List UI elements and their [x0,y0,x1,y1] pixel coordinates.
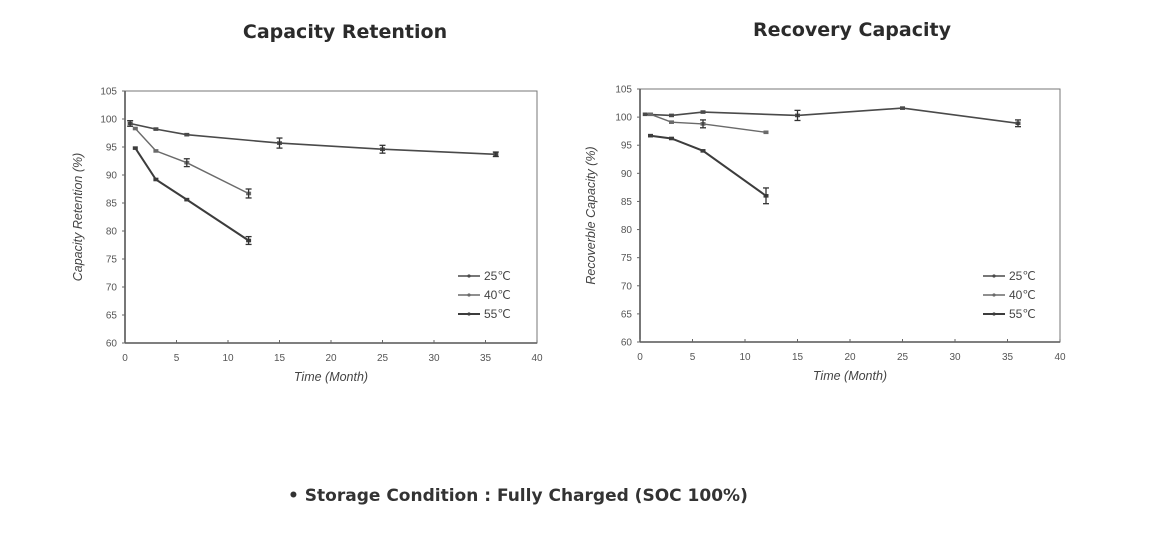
legend-label: 55℃ [1009,307,1036,321]
series-1 [132,126,252,199]
x-tick-label: 30 [428,353,440,364]
storage-condition-note: • Storage Condition : Fully Charged (SOC… [288,486,748,506]
legend-marker [992,293,996,297]
chart-recovery-capacity: Recovery Capacity60657075808590951001050… [584,19,1066,383]
series-2 [132,146,252,246]
x-tick-label: 5 [174,353,180,364]
x-tick-label: 0 [637,352,643,363]
y-tick-label: 85 [621,197,633,208]
legend-item: 55℃ [458,307,511,321]
y-tick-label: 100 [615,113,632,124]
series-line [134,128,249,195]
legend-label: 55℃ [484,307,511,321]
y-tick-label: 95 [106,143,118,154]
y-tick-label: 90 [621,169,633,180]
y-tick-label: 70 [106,283,118,294]
legend-marker [992,312,996,316]
legend-marker [992,274,996,278]
x-tick-label: 10 [222,353,234,364]
data-point [669,113,674,118]
legend-item: 25℃ [983,269,1036,283]
legend-item: 25℃ [458,269,511,283]
y-tick-label: 75 [106,255,118,266]
x-axis-label: Time (Month) [294,370,368,384]
storage-condition-text: Storage Condition : Fully Charged (SOC 1… [304,486,748,506]
y-tick-label: 65 [621,309,633,320]
chart-capacity-retention: Capacity Retention6065707580859095100105… [71,21,543,384]
y-tick-label: 65 [106,311,118,322]
x-tick-label: 35 [480,353,492,364]
series-1 [648,112,769,135]
data-point [763,130,769,135]
data-point [642,112,648,117]
legend-item: 40℃ [983,288,1036,302]
data-point [184,197,190,202]
data-point [669,136,674,141]
y-tick-label: 60 [106,339,118,350]
series-line [645,107,1019,125]
x-tick-label: 25 [377,353,389,364]
x-tick-label: 30 [949,352,961,363]
data-point [669,120,674,124]
y-tick-label: 105 [615,85,632,96]
x-tick-label: 25 [897,352,909,363]
y-tick-label: 105 [100,87,117,98]
series-line [134,147,250,242]
legend-label: 40℃ [1009,288,1036,302]
y-tick-label: 70 [621,281,633,292]
x-tick-label: 40 [1054,352,1066,363]
x-tick-label: 20 [844,352,856,363]
data-point [153,177,159,182]
legend-label: 25℃ [484,269,511,283]
data-point [700,149,706,153]
legend-marker [467,293,471,297]
x-tick-label: 5 [690,352,696,363]
legend-marker [467,312,471,316]
y-tick-label: 95 [621,141,633,152]
y-axis-label: Recoverble Capacity (%) [584,146,598,284]
x-axis-label: Time (Month) [813,369,887,383]
bullet-icon: • [288,486,299,506]
data-point [132,146,138,150]
y-tick-label: 85 [106,199,118,210]
y-tick-label: 75 [621,253,633,264]
series-0 [127,120,499,158]
x-tick-label: 10 [739,352,751,363]
x-tick-label: 0 [122,353,128,364]
series-0 [642,106,1021,128]
plot-frame [124,90,538,344]
data-point [648,112,653,117]
data-point [700,110,706,114]
x-tick-label: 35 [1002,352,1014,363]
series-line [130,122,496,156]
legend-item: 40℃ [458,288,511,302]
y-tick-label: 80 [621,225,633,236]
legend-label: 40℃ [484,288,511,302]
data-point [648,133,653,138]
legend-label: 25℃ [1009,269,1036,283]
chart-title: Recovery Capacity [753,19,952,41]
y-axis-label: Capacity Retention (%) [71,153,85,282]
series-2 [648,133,769,205]
data-point [184,132,190,137]
series-line [650,113,767,133]
x-tick-label: 15 [792,352,804,363]
series-line [650,134,767,197]
x-tick-label: 15 [274,353,286,364]
chart-title: Capacity Retention [243,21,447,43]
y-tick-label: 90 [106,171,118,182]
data-point [153,149,159,153]
y-tick-label: 80 [106,227,118,238]
y-tick-label: 100 [100,115,117,126]
x-tick-label: 40 [531,353,543,364]
y-tick-label: 60 [621,338,633,349]
data-point [132,126,138,131]
x-tick-label: 20 [325,353,337,364]
legend-marker [467,274,471,278]
data-point [153,127,159,131]
data-point [900,106,905,110]
legend-item: 55℃ [983,307,1036,321]
